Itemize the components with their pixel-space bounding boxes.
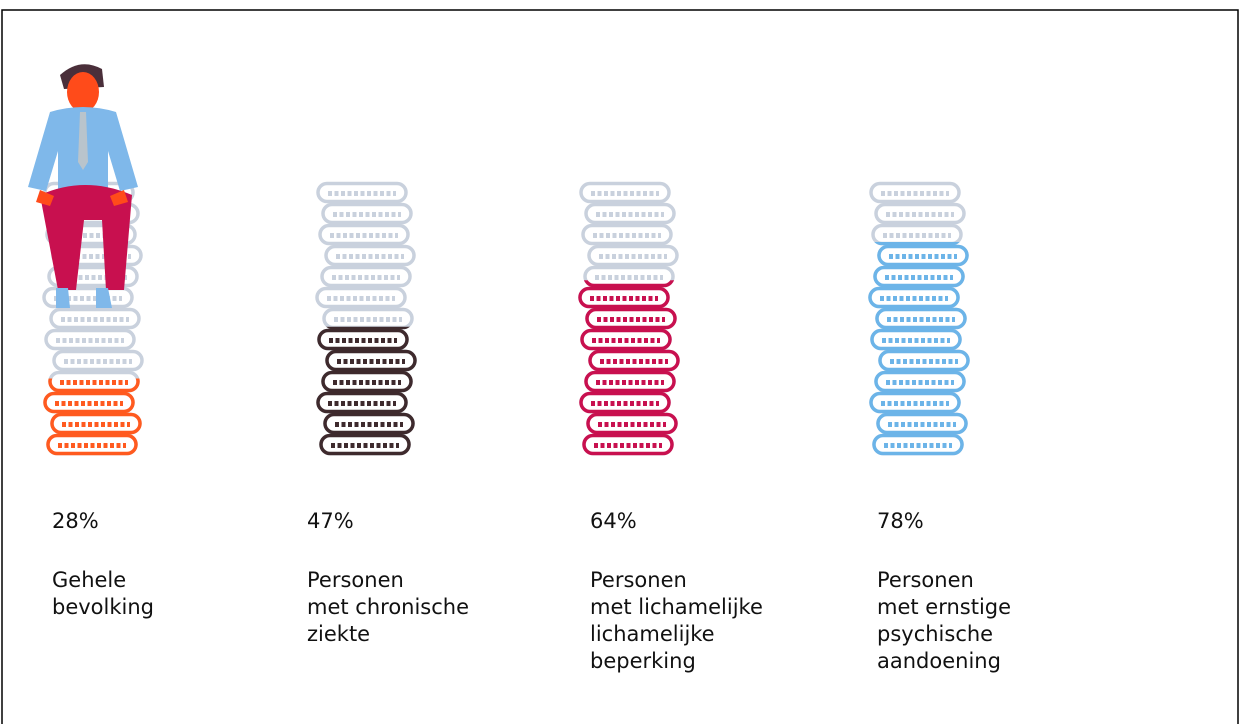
value-label: 47% xyxy=(307,508,354,535)
category-label: Personen met lichamelijke lichamelijke b… xyxy=(590,567,763,675)
stacks xyxy=(44,184,968,454)
category-label: Personen met ernstige psychische aandoen… xyxy=(877,567,1011,675)
page: 28% Gehele bevolking 47% Personen met chron… xyxy=(0,0,1241,724)
category-label: Personen met chronische ziekte xyxy=(307,567,469,648)
value-label: 78% xyxy=(877,508,924,535)
value-label: 64% xyxy=(590,508,637,535)
category-label: Gehele bevolking xyxy=(52,567,154,621)
value-label: 28% xyxy=(52,508,99,535)
